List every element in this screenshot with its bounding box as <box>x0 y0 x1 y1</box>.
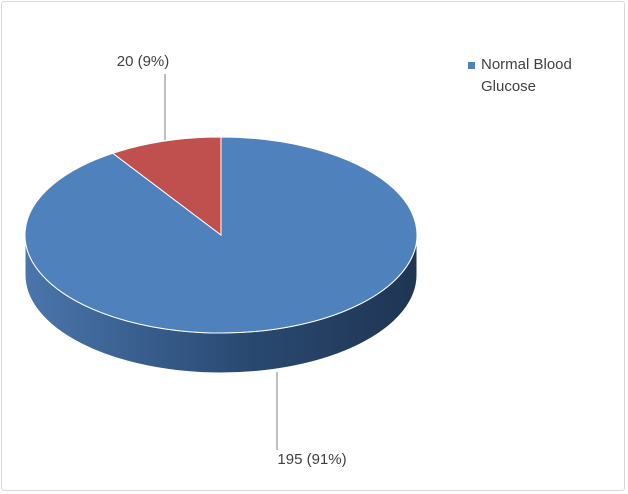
pie-slice <box>111 136 222 237</box>
legend-swatch <box>468 62 475 69</box>
legend: Normal Blood Glucose <box>468 54 608 98</box>
legend-item: Normal Blood Glucose <box>468 54 608 98</box>
legend-label: Normal Blood Glucose <box>481 56 572 95</box>
data-label: 20 (9%) <box>117 53 170 70</box>
data-label: 195 (91%) <box>277 451 346 468</box>
